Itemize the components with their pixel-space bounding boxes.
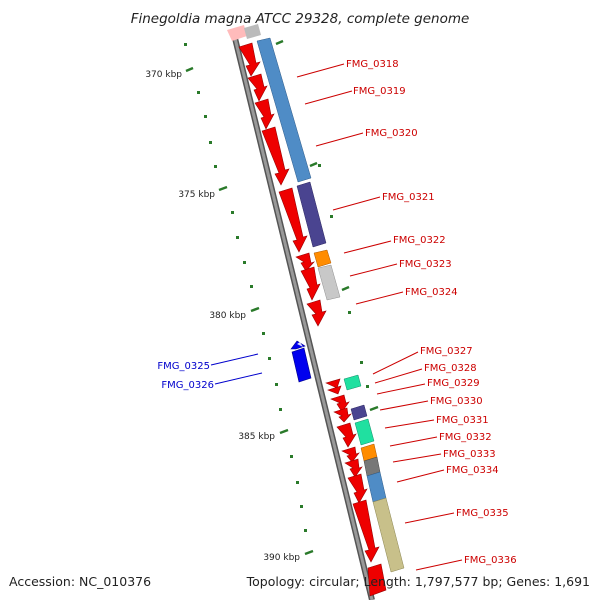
gene-label-0321[interactable]: FMG_0321 xyxy=(382,192,435,203)
block-0318-0320[interactable] xyxy=(256,37,312,183)
gene-label-0330[interactable]: FMG_0330 xyxy=(430,396,483,407)
cds-arrow-0323[interactable] xyxy=(295,252,315,272)
gene-label-0324[interactable]: FMG_0324 xyxy=(405,287,458,298)
gene-label-0333[interactable]: FMG_0333 xyxy=(443,449,496,460)
cds-arrow-0337[interactable] xyxy=(367,563,387,597)
cds-arrow-0333[interactable] xyxy=(341,446,360,463)
ticks: 370 kbp 375 kbp 380 kbp 385 kbp 390 kbp xyxy=(145,39,379,563)
cds-arrow-0325[interactable] xyxy=(290,340,306,350)
gene-label-0328[interactable]: FMG_0328 xyxy=(424,363,477,374)
tick-label-380: 380 kbp xyxy=(209,311,246,321)
tick-mark-380 xyxy=(250,306,260,313)
gene-label-0325[interactable]: FMG_0325 xyxy=(157,361,210,372)
tick-mark-375 xyxy=(218,185,228,192)
gene-label-0319[interactable]: FMG_0319 xyxy=(353,86,406,97)
function-track xyxy=(244,24,405,573)
cds-arrow-0321[interactable] xyxy=(278,187,308,253)
tick-label-385: 385 kbp xyxy=(238,432,275,442)
cds-arrow-0318[interactable] xyxy=(238,42,261,77)
gene-label-0336[interactable]: FMG_0336 xyxy=(464,555,517,566)
tick-label-370: 370 kbp xyxy=(145,70,182,80)
cds-arrow-0334[interactable] xyxy=(344,458,363,478)
block-0327[interactable] xyxy=(343,374,362,391)
gene-label-0322[interactable]: FMG_0322 xyxy=(393,235,446,246)
block-0322[interactable] xyxy=(313,249,332,268)
gene-label-0334[interactable]: FMG_0334 xyxy=(446,465,499,476)
gene-label-0335[interactable]: FMG_0335 xyxy=(456,508,509,519)
minor-ticks xyxy=(184,43,399,559)
gene-label-0332[interactable]: FMG_0332 xyxy=(439,432,492,443)
gene-labels: FMG_0318 FMG_0319 FMG_0320 FMG_0321 FMG_… xyxy=(157,59,516,566)
gene-label-0320[interactable]: FMG_0320 xyxy=(365,128,418,139)
label-leaders xyxy=(210,63,463,571)
cds-arrow-0336[interactable] xyxy=(352,499,380,563)
gene-label-0326[interactable]: FMG_0326 xyxy=(161,380,214,391)
cds-track xyxy=(227,25,387,597)
gene-label-0331[interactable]: FMG_0331 xyxy=(436,415,489,426)
gene-label-0323[interactable]: FMG_0323 xyxy=(399,259,452,270)
cds-arrow-0319[interactable] xyxy=(247,73,268,102)
gene-label-0329[interactable]: FMG_0329 xyxy=(427,378,480,389)
cds-arrow-top xyxy=(227,25,247,41)
cds-arrow-0320a[interactable] xyxy=(254,98,275,130)
block-0323[interactable] xyxy=(317,264,341,301)
cds-arrow-0330[interactable] xyxy=(330,394,350,413)
block-0321[interactable] xyxy=(296,181,327,248)
gene-label-0327[interactable]: FMG_0327 xyxy=(420,346,473,357)
cds-arrow-0331[interactable] xyxy=(333,407,352,423)
tick-mark-390 xyxy=(304,549,314,556)
tick-label-390: 390 kbp xyxy=(263,553,300,563)
cds-arrow-0328[interactable] xyxy=(325,378,341,389)
reverse-track xyxy=(290,340,312,383)
cds-arrow-0335[interactable] xyxy=(347,473,368,504)
cds-arrow-0332[interactable] xyxy=(336,422,357,448)
cds-arrow-0324b[interactable] xyxy=(306,299,327,327)
tick-label-375: 375 kbp xyxy=(178,190,215,200)
block-top xyxy=(244,24,261,39)
cds-arrow-0326[interactable] xyxy=(291,347,312,383)
tick-mark-385 xyxy=(279,428,289,435)
genome-summary-text: Topology: circular; Length: 1,797,577 bp… xyxy=(246,574,590,589)
tick-mark-370 xyxy=(185,66,194,73)
cds-arrow-0329[interactable] xyxy=(327,385,342,395)
block-0331[interactable] xyxy=(354,418,375,446)
genome-backbone xyxy=(230,29,375,600)
block-0330[interactable] xyxy=(350,404,368,421)
cds-arrow-0320b[interactable] xyxy=(261,126,290,186)
map-title: Finegoldia magna ATCC 29328, complete ge… xyxy=(131,11,470,27)
accession-text: Accession: NC_010376 xyxy=(9,574,151,589)
block-0335[interactable] xyxy=(372,497,405,573)
cds-arrow-0324a[interactable] xyxy=(300,266,321,301)
gene-label-0318[interactable]: FMG_0318 xyxy=(346,59,399,70)
block-0334[interactable] xyxy=(366,471,387,503)
